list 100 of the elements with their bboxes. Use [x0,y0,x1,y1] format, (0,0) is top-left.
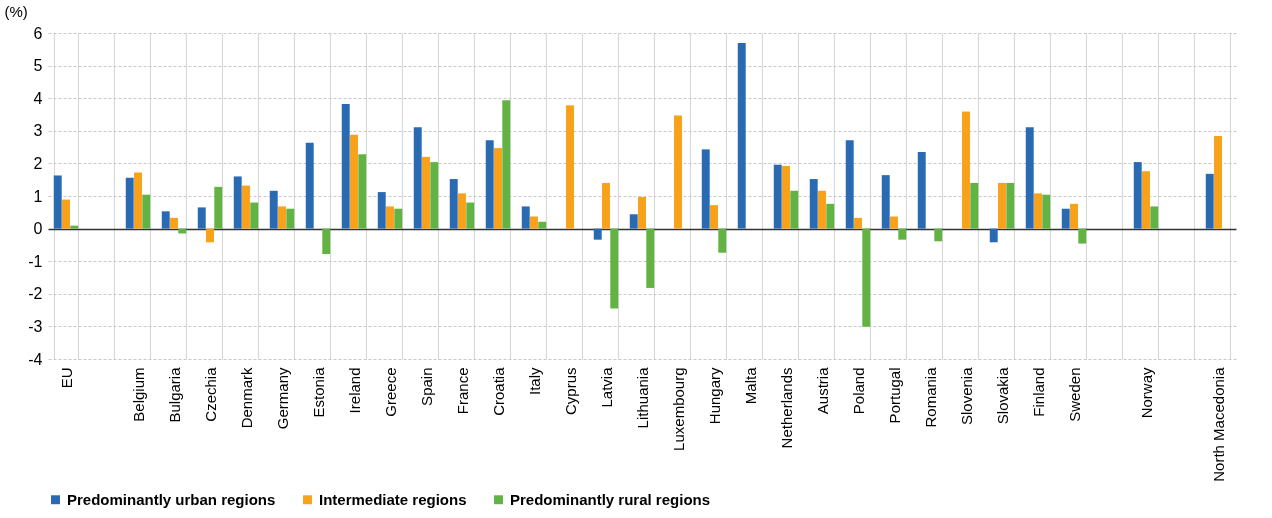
bar [125,177,134,229]
bar [1133,162,1142,229]
x-tick-label: Finland [1029,367,1047,417]
bar [962,111,970,229]
bar [674,115,682,229]
x-tick-label: Norway [1137,367,1155,419]
x-tick-label: Latvia [597,366,615,408]
x-tick-label: Ireland [345,367,363,414]
bar [466,202,475,229]
bar [269,190,278,229]
y-tick-label: 5 [33,57,43,75]
bar [70,225,79,229]
y-tick-label: 0 [33,220,43,238]
x-tick-label: Czechia [201,366,219,422]
bar [341,104,350,229]
bar [161,211,170,229]
bar [610,228,619,309]
bar [737,43,746,229]
bar [170,217,178,229]
bar [233,176,242,229]
y-tick-label: -1 [28,252,43,270]
bar [494,148,502,229]
bar [394,208,403,229]
bar [530,216,538,229]
x-tick-label: EU [57,367,75,389]
x-tick-label: Sweden [1065,367,1083,422]
x-tick-label: Portugal [885,367,903,424]
y-tick-label: 2 [33,154,43,172]
bar [521,206,530,229]
bar [449,179,458,229]
x-tick-label: France [453,367,471,415]
x-tick-label: Germany [273,367,291,430]
y-tick-label: -4 [28,350,43,368]
bar [1150,206,1159,229]
x-tick-label: North Macedonia [1209,366,1227,482]
bar [278,206,286,229]
x-tick-label: Slovakia [993,366,1011,425]
y-tick-label: 3 [33,122,43,140]
x-tick-label: Malta [741,366,759,405]
bar [998,182,1006,229]
bar [502,100,511,229]
bar [629,214,638,229]
y-tick-label: 4 [33,89,43,107]
bar [917,151,926,229]
x-tick-label: Austria [813,366,831,415]
bar [602,182,610,229]
x-tick-label: Denmark [237,367,255,429]
bar [458,193,466,229]
x-tick-label: Estonia [309,366,327,418]
bar [242,185,250,229]
bar [970,182,979,229]
bar [305,142,314,229]
bar [826,203,835,229]
bar [413,127,422,229]
bar [206,228,214,243]
bar [322,228,331,255]
bar [773,164,782,229]
bar [638,196,646,229]
bar [718,228,727,253]
x-tick-label: Luxembourg [669,367,687,451]
y-tick-label: -3 [28,317,43,335]
bar [890,216,898,229]
bar [566,105,574,229]
y-tick-label: 1 [33,187,43,205]
bar [862,228,871,327]
x-tick-label: Romania [921,366,939,428]
bar [934,228,943,242]
bar [422,156,430,229]
x-tick-label: Slovenia [957,366,975,426]
bar [790,190,799,229]
bar [845,140,854,229]
bar [593,228,602,240]
bar [1061,208,1070,229]
bar [358,154,367,229]
bar [62,199,70,229]
bar [989,228,998,243]
bar [710,205,718,229]
bar [701,149,710,229]
x-tick-label: Croatia [489,366,507,416]
bar [197,207,206,229]
bar [818,190,826,229]
x-tick-label: Lithuania [633,366,651,429]
bar [1078,228,1087,244]
bar [1205,173,1214,229]
bar [485,140,494,229]
x-tick-label: Belgium [129,367,147,422]
bar [1006,182,1015,229]
bar [1025,127,1034,229]
bar [1034,193,1042,229]
bar [250,202,259,229]
bar [377,192,386,229]
bar [53,175,62,229]
bar [350,134,358,229]
bar [881,175,890,229]
x-tick-label: Hungary [705,367,723,425]
x-tick-label: Cyprus [561,367,579,416]
legend-label: Predominantly urban regions [67,490,276,508]
bar [1214,136,1222,229]
bar [646,228,655,288]
y-tick-label: 6 [33,24,43,42]
